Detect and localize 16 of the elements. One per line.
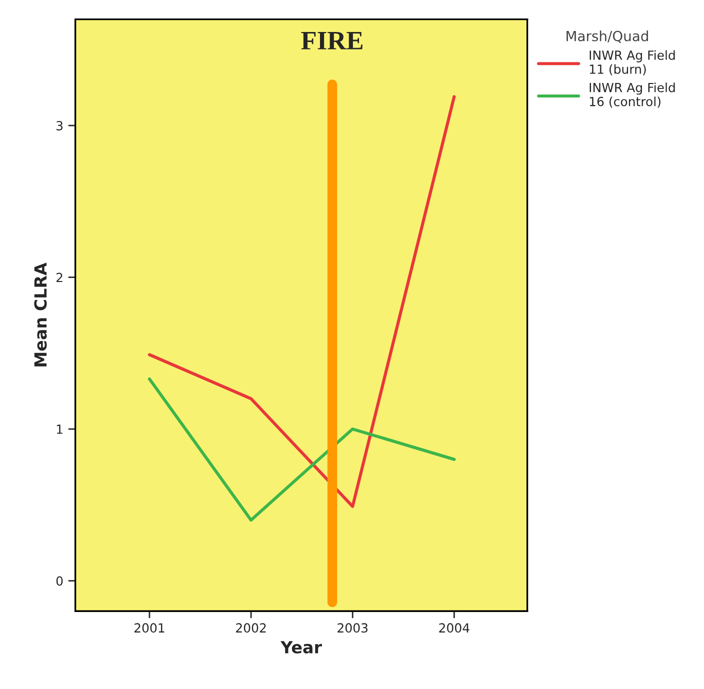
line-series <box>148 377 456 522</box>
y-axis-title: Mean CLRA <box>34 262 47 366</box>
x-tick-label: 2001 <box>134 623 164 633</box>
x-tick-label: 2002 <box>236 623 266 633</box>
y-tick-label: 0 <box>56 576 63 586</box>
legend-label: INWR Ag Field 16 (control) <box>590 82 675 108</box>
line-series <box>148 95 456 508</box>
ref-line-label: FIRE <box>301 32 362 50</box>
legend-label: INWR Ag Field 11 (burn) <box>590 50 675 76</box>
legend-title: Marsh/Quad <box>566 30 648 43</box>
y-tick-label: 2 <box>56 272 62 282</box>
x-tick-label: 2003 <box>338 623 368 633</box>
y-tick-label: 3 <box>56 120 63 130</box>
y-tick-label: 1 <box>56 424 62 434</box>
x-axis-title: Year <box>280 641 322 654</box>
x-tick-label: 2004 <box>439 623 470 633</box>
